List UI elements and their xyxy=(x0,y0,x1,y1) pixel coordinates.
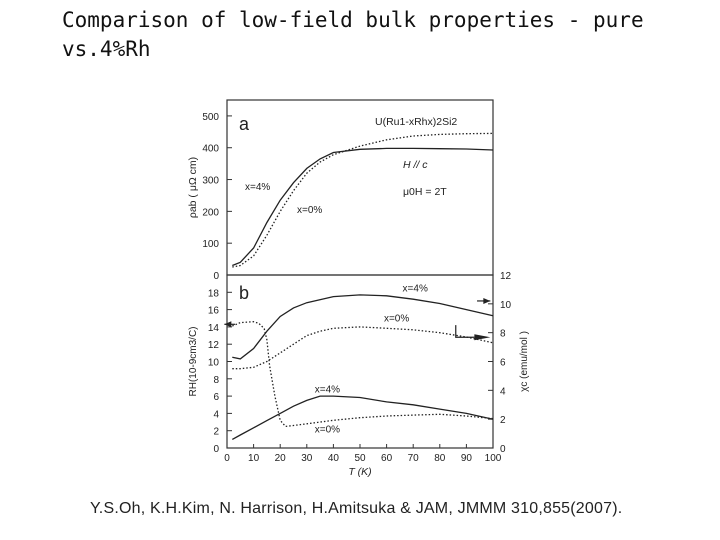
y-right-tick-label: 8 xyxy=(500,329,506,340)
series-label: x=4% xyxy=(245,182,270,193)
y-left-axis-label: RH(10-9cm3/C) xyxy=(188,326,199,396)
series-line-x4 xyxy=(232,147,494,267)
series-line-3 xyxy=(232,326,494,370)
series-line-x0 xyxy=(232,132,494,268)
y-left-tick-label: 2 xyxy=(213,427,219,438)
x-tick-label: 0 xyxy=(224,453,230,464)
panel-label: b xyxy=(239,283,249,303)
series-label: x=0% xyxy=(297,205,322,216)
series-line-0 xyxy=(232,294,494,360)
series-label: x=0% xyxy=(384,314,409,325)
x-tick-label: 30 xyxy=(301,453,313,464)
y-right-axis-label: χc (emu/mol ) xyxy=(519,331,530,392)
x-tick-label: 90 xyxy=(461,453,473,464)
slide-title: Comparison of low-field bulk properties … xyxy=(62,8,644,61)
x-tick-label: 20 xyxy=(275,453,287,464)
x-tick-label: 80 xyxy=(434,453,446,464)
y-right-tick-label: 6 xyxy=(500,358,506,369)
citation: Y.S.Oh, K.H.Kim, N. Harrison, H.Amitsuka… xyxy=(90,500,623,517)
panel-a: 0 100 200 300 400 500 ρab ( μΩ cm) a U(Ru1-xRhx)… xyxy=(187,99,494,282)
y-right-tick-label: 2 xyxy=(500,415,506,426)
y-left-tick-label: 8 xyxy=(213,375,219,386)
y-tick-label: 200 xyxy=(202,207,219,218)
y-tick-label: 0 xyxy=(213,271,219,282)
series-label: x=4% xyxy=(403,283,428,294)
right-axis-arrow-2-head xyxy=(474,334,491,341)
x-tick-label: 10 xyxy=(248,453,260,464)
panel-label: a xyxy=(239,114,250,134)
y-left-tick-label: 10 xyxy=(208,358,220,369)
y-tick-label: 400 xyxy=(202,144,219,155)
annotation: μ0H = 2T xyxy=(403,186,447,198)
y-right-tick-label: 0 xyxy=(500,444,506,455)
right-axis-arrow-head xyxy=(483,297,491,304)
y-left-tick-label: 14 xyxy=(208,323,220,334)
y-tick-label: 300 xyxy=(202,176,219,187)
y-right-tick-label: 12 xyxy=(500,271,512,282)
y-axis-label: ρab ( μΩ cm) xyxy=(187,157,199,218)
y-right-tick-label: 4 xyxy=(500,386,506,397)
y-tick-label: 100 xyxy=(202,239,219,250)
x-axis-label: T (K) xyxy=(348,466,371,478)
x-tick-label: 50 xyxy=(354,453,366,464)
series-line-1 xyxy=(232,321,494,428)
annotation: H // c xyxy=(403,159,428,171)
right-axis-arrow-2 xyxy=(455,325,475,338)
chart-title: U(Ru1-xRhx)2Si2 xyxy=(375,116,457,128)
series-label: x=0% xyxy=(315,424,340,435)
left-axis-arrow-head xyxy=(224,321,232,328)
x-tick-label: 60 xyxy=(381,453,393,464)
y-left-tick-label: 16 xyxy=(208,306,220,317)
y-tick-label: 500 xyxy=(202,112,219,123)
series-label: x=4% xyxy=(315,385,340,396)
series-line-2 xyxy=(231,395,494,440)
x-tick-label: 40 xyxy=(328,453,340,464)
y-left-tick-label: 6 xyxy=(213,392,219,403)
y-right-tick-label: 10 xyxy=(500,300,512,311)
panel-b: 0 2 4 6 8 10 12 14 16 18 0 2 4 6 8 10 12 0 10 20 30 40 50 60 70 8… xyxy=(188,271,530,478)
y-left-tick-label: 0 xyxy=(213,444,219,455)
y-left-tick-label: 18 xyxy=(208,288,220,299)
x-tick-label: 100 xyxy=(485,453,502,464)
x-tick-label: 70 xyxy=(408,453,420,464)
y-left-tick-label: 4 xyxy=(213,409,219,420)
y-left-tick-label: 12 xyxy=(208,340,220,351)
